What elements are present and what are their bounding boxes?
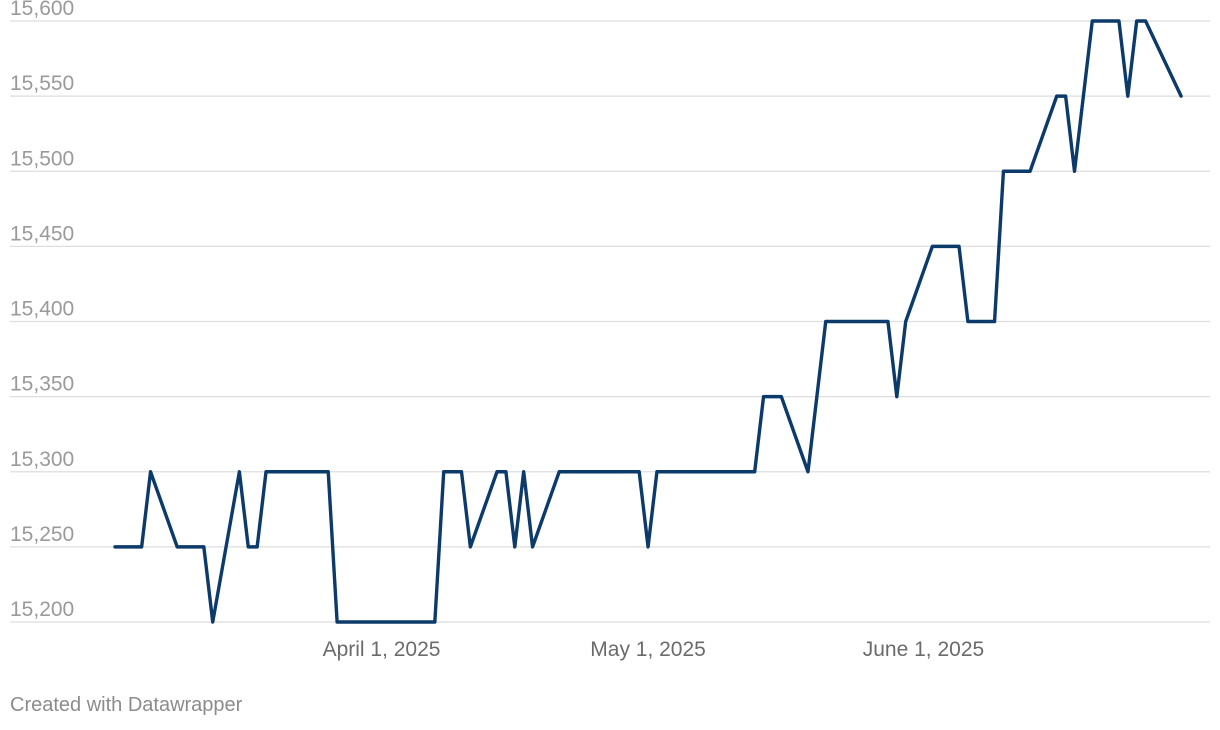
y-tick-label: 15,450 (10, 222, 74, 245)
footer-credit: Created with Datawrapper (10, 694, 243, 716)
y-tick-label: 15,400 (10, 298, 74, 321)
y-tick-label: 15,500 (10, 147, 74, 170)
series-layer (113, 19, 1183, 624)
y-tick-label: 15,600 (10, 0, 74, 20)
y-axis: 15,200 15,250 15,300 15,350 15,400 15,450 15,5… (10, 0, 74, 621)
x-axis: April 1, 2025 May 1, 2025 June 1, 2025 (323, 638, 985, 661)
gridlines (10, 20, 1210, 623)
x-tick-label: April 1, 2025 (323, 638, 441, 661)
y-tick-label: 15,300 (10, 448, 74, 471)
line-chart: 15,200 15,250 15,300 15,350 15,400 15,450 15,5… (10, 0, 1210, 661)
y-tick-label: 15,200 (10, 598, 74, 621)
series-line (113, 19, 1183, 624)
x-tick-label: May 1, 2025 (590, 638, 706, 661)
x-tick-label: June 1, 2025 (863, 638, 984, 661)
y-tick-label: 15,350 (10, 373, 74, 396)
y-tick-label: 15,550 (10, 72, 74, 95)
y-tick-label: 15,250 (10, 523, 74, 546)
